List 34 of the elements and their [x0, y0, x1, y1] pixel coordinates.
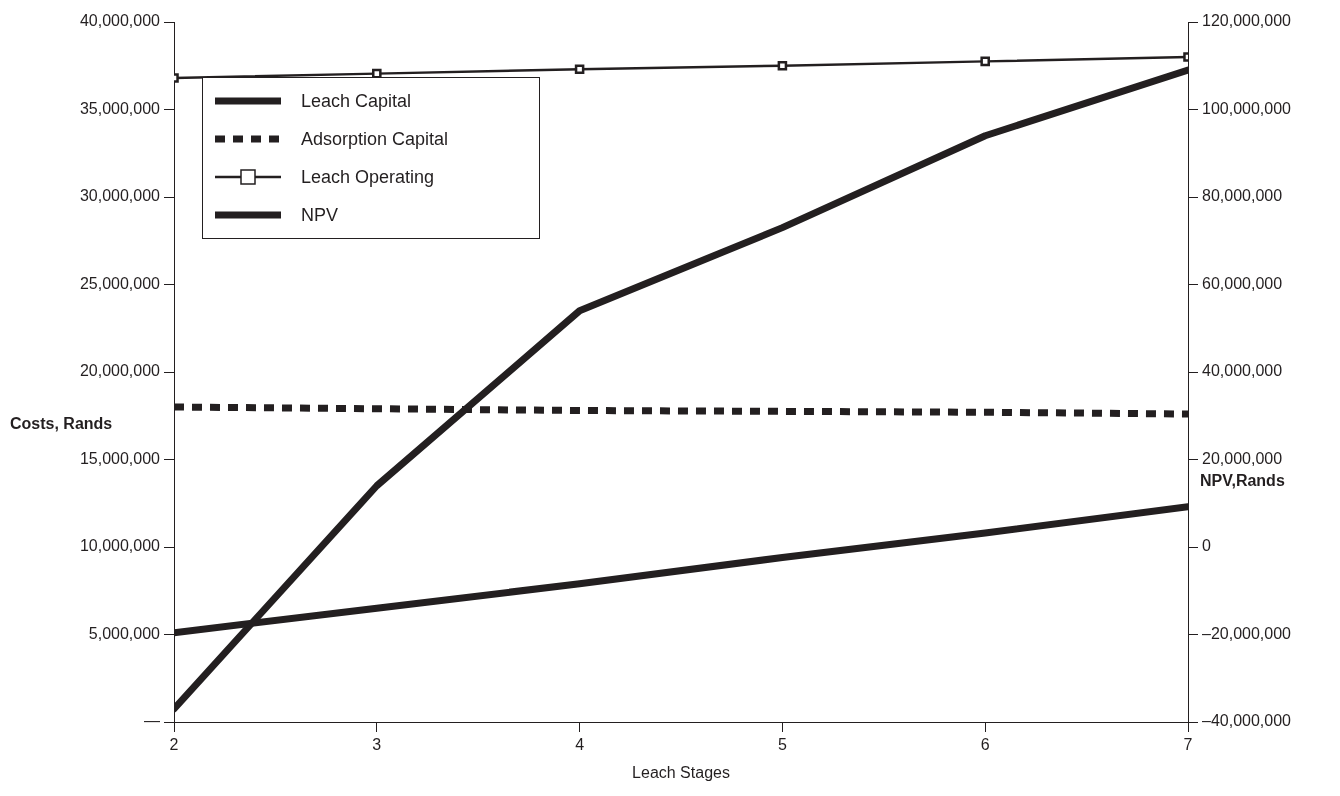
x-tick-label: 3: [372, 736, 382, 754]
legend-label: NPV: [301, 204, 339, 226]
point: [980, 56, 990, 67]
legend-label: Leach Operating: [301, 166, 435, 188]
x-tick-label: 7: [1183, 736, 1193, 754]
x-tick-label: 6: [980, 736, 990, 754]
y-tick-label: 5,000,000: [88, 624, 161, 642]
y2-tick-label: 80,000,000: [1202, 187, 1283, 205]
y2-tick-label: 60,000,000: [1202, 274, 1283, 292]
x-tick-label: 5: [777, 736, 787, 754]
point: [574, 64, 585, 75]
y-axis-title: Costs, Rands: [10, 414, 113, 432]
y2-tick-label: 40,000,000: [1202, 362, 1283, 380]
y2-tick-label: –40,000,000: [1202, 712, 1292, 730]
x-tick-label: 2: [169, 736, 179, 754]
x-tick-label: 4: [575, 736, 585, 754]
y-tick-label: 30,000,000: [79, 187, 161, 205]
legend-label: Adsorption Capital: [301, 128, 449, 150]
y2-tick-label: 100,000,000: [1202, 99, 1292, 117]
y-tick-label: 10,000,000: [79, 537, 161, 555]
y-tick-label: 25,000,000: [79, 274, 161, 292]
legend-label: Leach Capital: [301, 90, 412, 112]
y-tick-label: 35,000,000: [79, 99, 161, 117]
y2-tick-label: 0: [1202, 537, 1211, 555]
point: [777, 60, 788, 71]
x-axis-title: Leach Stages: [632, 764, 730, 782]
y2-axis-title: NPV,Rands: [1200, 472, 1285, 490]
y-tick-label: 15,000,000: [79, 449, 161, 467]
y-tick-label: —: [144, 712, 160, 730]
y2-tick-label: 120,000,000: [1202, 12, 1292, 30]
y-tick-label: 40,000,000: [79, 12, 161, 30]
y2-tick-label: –20,000,000: [1202, 624, 1292, 642]
y2-tick-label: 20,000,000: [1202, 449, 1283, 467]
y-tick-label: 20,000,000: [79, 362, 161, 380]
